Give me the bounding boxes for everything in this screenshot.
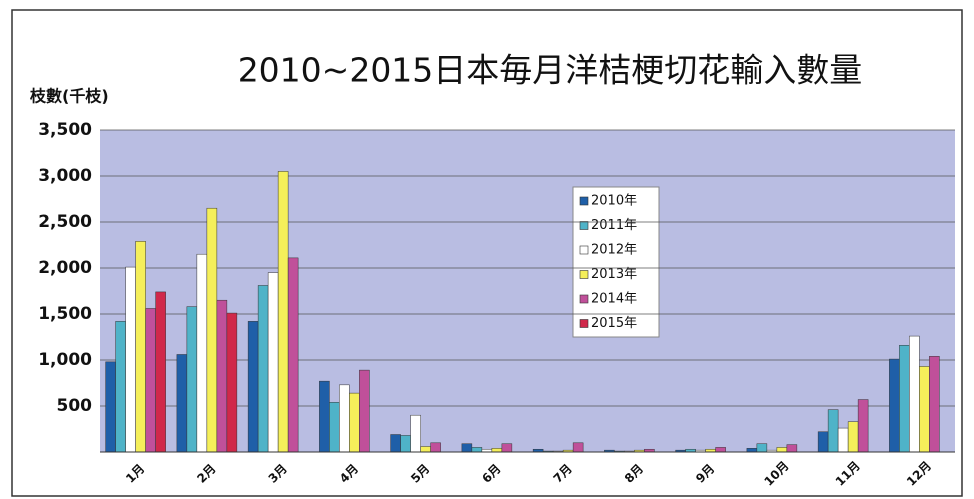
- y-tick-label: 1,500: [38, 304, 92, 324]
- bar: [277, 171, 289, 453]
- bar: [572, 442, 584, 453]
- y-axis-label: 枝數(千枝): [29, 87, 109, 106]
- legend-box: [572, 186, 660, 338]
- bar: [410, 414, 421, 453]
- legend-swatch: [579, 245, 589, 255]
- bar: [715, 447, 726, 453]
- legend-swatch: [579, 221, 589, 230]
- bar: [889, 358, 900, 453]
- bar: [287, 257, 299, 453]
- bar: [257, 285, 269, 453]
- bar: [145, 308, 156, 453]
- legend-label: 2012年: [591, 243, 637, 258]
- bar: [899, 345, 910, 453]
- bar: [216, 299, 228, 453]
- bar: [400, 435, 411, 453]
- bar: [349, 392, 360, 453]
- plot-area: [100, 130, 955, 452]
- bar: [115, 321, 126, 453]
- y-tick-label: 2,000: [38, 258, 92, 278]
- bar: [155, 291, 166, 453]
- bar: [206, 207, 218, 453]
- bar: [827, 409, 839, 453]
- bar: [105, 361, 116, 453]
- bar: [919, 366, 930, 453]
- legend-swatch: [579, 196, 589, 206]
- bar: [837, 427, 849, 453]
- bar: [786, 444, 798, 453]
- bar: [776, 447, 788, 453]
- bar: [125, 266, 136, 453]
- bar: [186, 306, 198, 453]
- bar: [176, 354, 188, 453]
- bar: [857, 399, 869, 453]
- bar: [501, 443, 513, 453]
- bar: [491, 448, 503, 453]
- bar: [929, 356, 940, 453]
- bar: [817, 431, 829, 453]
- bar: [390, 434, 401, 453]
- bar: [756, 443, 768, 453]
- bar: [746, 448, 758, 453]
- bar: [430, 442, 441, 453]
- legend-label: 2014年: [591, 292, 637, 307]
- bar: [135, 241, 146, 453]
- legend-label: 2010年: [591, 194, 637, 209]
- legend-swatch: [579, 319, 589, 328]
- bar: [359, 369, 370, 453]
- bar: [420, 446, 431, 453]
- bar: [339, 384, 350, 453]
- y-tick-label: 1,000: [38, 350, 92, 370]
- bar: [471, 447, 483, 453]
- bar: [847, 421, 859, 453]
- bar: [909, 335, 920, 453]
- bar: [247, 321, 259, 453]
- y-tick-label: 500: [57, 396, 93, 416]
- y-tick-label: 3,000: [38, 166, 92, 186]
- chart-title: 2010~2015日本毎月洋桔梗切花輸入數量: [238, 51, 863, 90]
- legend-swatch: [579, 294, 589, 304]
- bar: [267, 272, 279, 453]
- bar: [461, 443, 473, 453]
- bar: [196, 253, 208, 453]
- legend: 2010年 2011年 2012年 2013年 2014年 2015年: [572, 186, 660, 338]
- legend-swatch: [579, 270, 589, 279]
- y-tick-label: 3,500: [38, 120, 92, 140]
- legend-label: 2011年: [591, 218, 637, 233]
- legend-label: 2015年: [591, 316, 637, 331]
- bar: [226, 312, 238, 453]
- legend-label: 2013年: [591, 267, 637, 282]
- bar: [329, 402, 340, 453]
- bar: [319, 380, 330, 453]
- y-tick-label: 2,500: [38, 212, 92, 232]
